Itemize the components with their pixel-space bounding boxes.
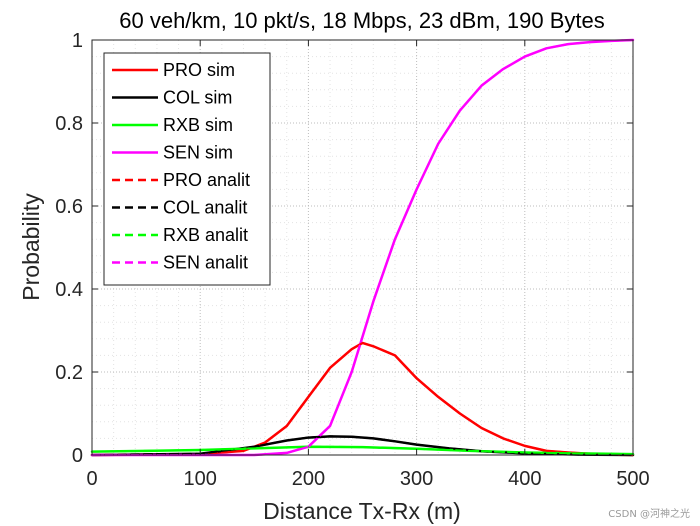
legend: PRO sim COL sim RXB sim SEN sim PRO analit CO… <box>103 52 271 286</box>
x-tick-label: 100 <box>184 468 217 490</box>
x-tick-label: 500 <box>616 468 649 490</box>
y-tick-label: 0.4 <box>55 279 83 301</box>
y-tick-label: 0.6 <box>55 196 83 218</box>
legend-label: COL analit <box>163 198 247 218</box>
y-tick-label: 0.2 <box>55 362 83 384</box>
legend-label: SEN analit <box>163 253 248 273</box>
legend-label: RXB analit <box>163 225 248 245</box>
x-tick-label: 400 <box>508 468 541 490</box>
legend-label: RXB sim <box>163 115 233 135</box>
series-line-sen-analit <box>91 39 634 456</box>
y-tick-label: 0.8 <box>55 113 83 135</box>
chart-title: 60 veh/km, 10 pkt/s, 18 Mbps, 23 dBm, 19… <box>119 8 604 33</box>
legend-box <box>103 52 271 286</box>
x-axis-label: Distance Tx-Rx (m) <box>263 498 461 524</box>
axis-ticks: 0 100 200 300 400 500 0 0.2 0.4 0.6 0.8 1 <box>55 30 650 490</box>
series-line-pro-analit <box>91 341 634 456</box>
y-tick-label: 0 <box>72 445 83 467</box>
legend-label: PRO sim <box>163 60 235 80</box>
x-tick-label: 200 <box>292 468 325 490</box>
series-lines <box>90 38 635 457</box>
legend-label: PRO analit <box>163 170 250 190</box>
y-tick-label: 1 <box>72 30 83 52</box>
plot-frame <box>91 39 634 456</box>
x-tick-label: 0 <box>86 468 97 490</box>
y-axis-label: Probability <box>18 193 44 301</box>
series-line-rxb-analit <box>91 445 634 456</box>
x-tick-label: 300 <box>400 468 433 490</box>
watermark-text: CSDN @河神之光 <box>608 507 690 520</box>
legend-label: COL sim <box>163 88 232 108</box>
legend-label: SEN sim <box>163 143 233 163</box>
